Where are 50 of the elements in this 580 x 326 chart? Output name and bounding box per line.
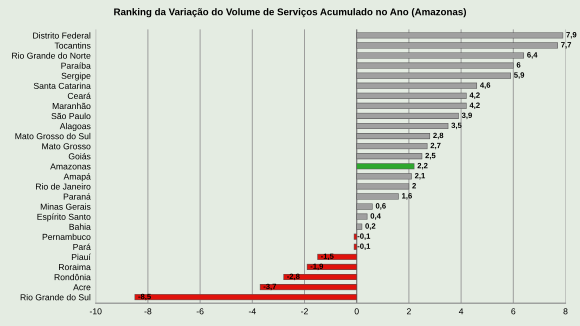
y-tick-label: Pará — [73, 244, 91, 250]
x-tick-label: 4 — [458, 308, 464, 314]
y-tick-label: Paraíba — [61, 62, 91, 69]
bar — [356, 214, 368, 220]
y-tick-label: Amapá — [64, 173, 91, 182]
y-tick-label: Ceará — [68, 92, 91, 99]
y-tick-label: Tocantins — [54, 42, 91, 49]
y-tick-label: Santa Catarina — [34, 82, 91, 89]
x-tick-label: -4 — [248, 308, 256, 314]
chart-title: Ranking da Variação do Volume de Serviços Acumulado no Ano (Amazonas) — [114, 8, 466, 18]
bar — [356, 193, 399, 200]
y-tick-label: Alagoas — [60, 122, 91, 131]
x-tick-label: 2 — [406, 308, 411, 314]
y-tick-label: Goiás — [68, 152, 91, 160]
x-tick-label: -2 — [301, 308, 308, 314]
x-tick-label: -6 — [196, 308, 204, 314]
bar — [356, 163, 414, 170]
x-tick-label: 6 — [511, 308, 516, 314]
y-tick-label: Sergipe — [62, 72, 90, 81]
x-tick-label: -10 — [90, 308, 102, 314]
bar — [317, 254, 357, 260]
y-tick-label: Amazonas — [50, 163, 91, 170]
y-tick-label: Piauí — [72, 254, 91, 260]
y-tick-label: Maranhão — [52, 102, 90, 110]
y-tick-label: Roraima — [59, 264, 91, 270]
bar — [134, 294, 357, 300]
x-tick-label: -8 — [144, 308, 152, 314]
bar — [354, 244, 357, 250]
bar — [306, 264, 357, 270]
bar — [354, 234, 357, 240]
y-tick-label: Rio Grande do Norte — [12, 52, 90, 59]
bar — [283, 274, 357, 280]
y-tick-label: Minas Gerais — [40, 203, 91, 210]
bar — [260, 284, 357, 290]
bar — [356, 203, 373, 210]
y-tick-label: Rio Grande do Sul — [20, 294, 90, 300]
y-tick-label: Distrito Federal — [33, 32, 90, 39]
y-tick-label: Mato Grosso do Sul — [15, 132, 90, 140]
y-tick-label: Bahia — [70, 224, 91, 230]
y-tick-label: Rondônia — [54, 274, 91, 280]
y-tick-label: São Paulo — [51, 112, 90, 120]
x-tick-label: 0 — [354, 308, 359, 314]
x-tick-label: 8 — [563, 308, 568, 314]
bar — [356, 224, 362, 230]
y-tick-label: Mato Grosso — [42, 143, 90, 150]
y-tick-label: Rio de Janeiro — [36, 183, 90, 190]
y-tick-label: Espírito Santo — [37, 213, 90, 222]
y-tick-label: Acre — [73, 284, 90, 290]
y-tick-label: Paraná — [64, 193, 91, 200]
y-tick-label: Pernambuco — [42, 234, 90, 240]
